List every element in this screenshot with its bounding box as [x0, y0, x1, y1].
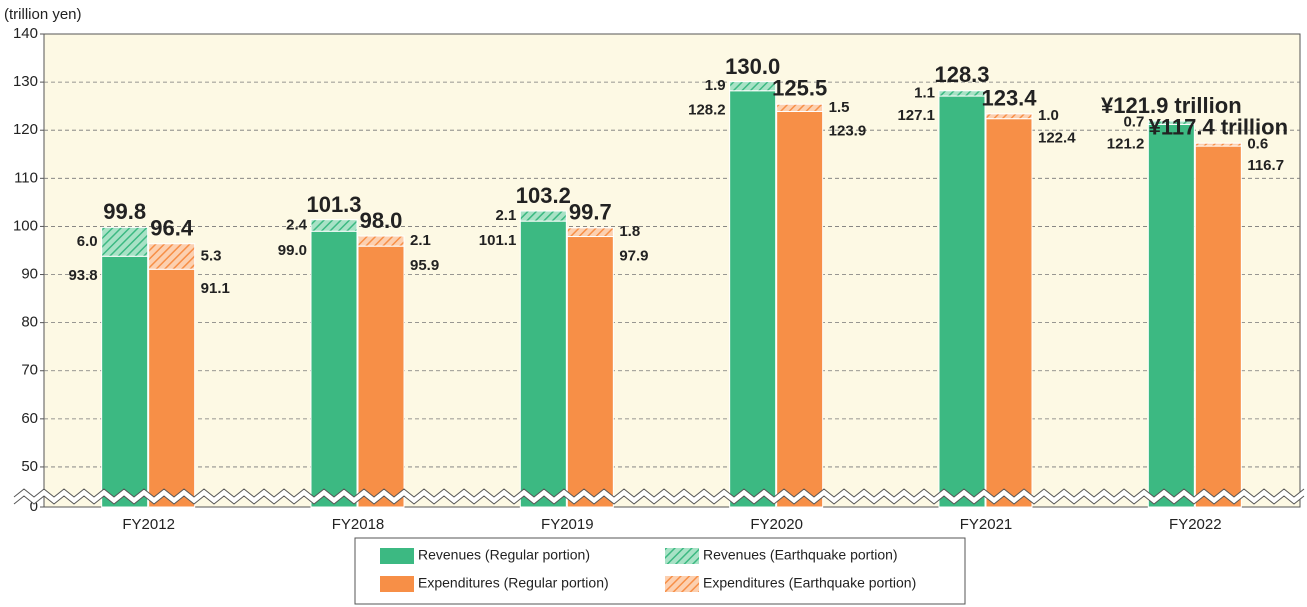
data-label: 1.9	[705, 77, 726, 94]
x-tick-label: FY2012	[122, 516, 175, 533]
bar-segment	[148, 268, 196, 508]
x-tick-label: FY2019	[541, 516, 594, 533]
axis-break-band	[14, 489, 1304, 504]
y-tick-label: 60	[21, 410, 38, 427]
legend-swatch	[665, 576, 699, 592]
y-tick-label: 120	[13, 121, 38, 138]
bar-segment	[566, 236, 614, 508]
x-tick-label: FY2018	[332, 516, 385, 533]
x-tick-label: FY2020	[750, 516, 803, 533]
bar-segment-hatched	[310, 219, 358, 232]
data-label: 93.8	[68, 267, 97, 284]
y-axis-label: (trillion yen)	[4, 6, 82, 23]
x-tick-label: FY2021	[960, 516, 1013, 533]
data-label: 6.0	[77, 233, 98, 250]
bar-segment-hatched	[148, 243, 196, 270]
data-label: 128.2	[688, 102, 726, 119]
bar-segment	[1194, 145, 1242, 508]
data-label: 121.2	[1107, 135, 1145, 152]
bar-segment	[519, 220, 567, 508]
bar-segment	[101, 255, 149, 508]
legend-label: Expenditures (Earthquake portion)	[703, 575, 916, 591]
bar-segment-hatched	[1194, 142, 1242, 147]
bar-segment-hatched	[938, 90, 986, 97]
total-label: 123.4	[981, 86, 1037, 111]
data-label: 127.1	[897, 107, 935, 124]
data-label: 1.5	[829, 99, 850, 116]
legend-label: Revenues (Regular portion)	[418, 547, 590, 563]
total-label: 101.3	[306, 192, 361, 217]
data-label: 122.4	[1038, 130, 1076, 147]
data-label: 95.9	[410, 257, 439, 274]
bar-segment-hatched	[729, 81, 777, 92]
bar-segment	[776, 110, 824, 508]
axis-break	[13, 488, 1305, 498]
bar-segment	[938, 95, 986, 508]
y-tick-label: 140	[13, 25, 38, 42]
total-label: 130.0	[725, 54, 780, 79]
legend-label: Expenditures (Regular portion)	[418, 575, 609, 591]
data-label: 97.9	[619, 247, 648, 264]
bar-segment-hatched	[101, 226, 149, 257]
bar-segment	[1147, 123, 1195, 508]
data-label: 1.1	[914, 84, 935, 101]
y-tick-label: 130	[13, 73, 38, 90]
bar-segment	[357, 245, 405, 508]
total-label: 125.5	[772, 76, 827, 101]
total-label: 99.8	[103, 199, 146, 224]
y-tick-label: 100	[13, 217, 38, 234]
data-label: 5.3	[201, 247, 222, 264]
total-label: ¥121.9 trillion	[1101, 93, 1242, 118]
data-label: 99.0	[278, 242, 307, 259]
data-label: 123.9	[829, 122, 867, 139]
legend-swatch	[665, 548, 699, 564]
data-label: 2.4	[286, 216, 308, 233]
bar-segment	[985, 118, 1033, 508]
y-tick-label: 80	[21, 314, 38, 331]
y-tick-label: 0	[30, 498, 38, 515]
legend-box	[354, 537, 966, 605]
legend-swatch	[380, 576, 414, 592]
legend-swatch	[380, 548, 414, 564]
bar-segment-hatched	[776, 103, 824, 112]
data-label: 91.1	[201, 280, 230, 297]
y-tick-label: 50	[21, 458, 38, 475]
data-label: 2.1	[495, 207, 516, 224]
total-label: 99.7	[569, 200, 612, 225]
total-label: 98.0	[360, 208, 403, 233]
bar-segment-hatched	[985, 113, 1033, 120]
legend-label: Revenues (Earthquake portion)	[703, 547, 898, 563]
total-label: ¥117.4 trillion	[1149, 115, 1288, 140]
y-tick-label: 110	[14, 169, 38, 186]
x-tick-label: FY2022	[1169, 516, 1222, 533]
bar-segment-hatched	[357, 235, 405, 247]
y-tick-label: 70	[21, 362, 38, 379]
plot-area	[43, 33, 1301, 508]
data-label: 0.7	[1123, 114, 1144, 131]
bar-segment-hatched	[1147, 120, 1195, 125]
data-label: 116.7	[1247, 157, 1284, 174]
bar-segment	[729, 90, 777, 508]
bar-segment-hatched	[519, 210, 567, 222]
total-label: 103.2	[516, 183, 571, 208]
data-label: 1.0	[1038, 107, 1059, 124]
data-label: 101.1	[479, 232, 517, 249]
data-label: 1.8	[619, 223, 640, 240]
total-label: 96.4	[150, 216, 194, 241]
bar-segment-hatched	[566, 227, 614, 238]
data-label: 0.6	[1247, 136, 1268, 153]
total-label: 128.3	[934, 62, 989, 87]
y-tick-label: 90	[21, 265, 38, 282]
axis-break	[13, 495, 1305, 505]
data-label: 2.1	[410, 232, 431, 249]
bar-segment	[310, 230, 358, 508]
